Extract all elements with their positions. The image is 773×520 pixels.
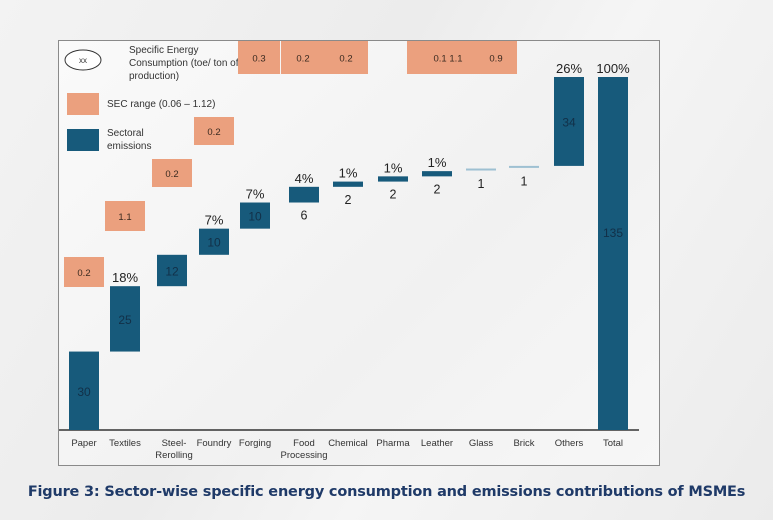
category-label-0: Paper — [71, 438, 96, 449]
category-label-1: Textiles — [109, 438, 141, 449]
sec-label-8: 0.9 — [489, 54, 502, 65]
legend-emission-line1: Sectoral — [107, 128, 144, 139]
legend-sec-range: SEC range (0.06 – 1.12) — [107, 99, 215, 110]
legend-sec-title-line1: Specific Energy — [129, 45, 198, 56]
value-label-3: 10 — [207, 236, 221, 250]
category-label-10: Brick — [513, 438, 534, 449]
share-label-12: 100% — [596, 61, 630, 76]
share-label-1: 18% — [112, 270, 138, 285]
figure-caption: Figure 3: Sector-wise specific energy co… — [27, 484, 746, 500]
sec-label-5: 0.2 — [296, 54, 309, 65]
category-label-7: Pharma — [376, 438, 410, 449]
chart-frame: xx Specific Energy Consumption (toe/ ton… — [58, 40, 660, 466]
waterfall-chart: xx Specific Energy Consumption (toe/ ton… — [59, 41, 639, 461]
emission-bar-10 — [509, 165, 539, 168]
value-label-9: 1 — [478, 177, 485, 191]
legend-ellipse-icon — [64, 49, 102, 71]
legend-sec-title-line2: Consumption (toe/ ton of — [129, 58, 239, 69]
legend-ellipse-label: xx — [79, 56, 87, 65]
sec-box-3 — [194, 117, 234, 145]
share-label-5: 4% — [295, 171, 314, 186]
sec-label-7: 0.1 1.1 — [433, 54, 462, 65]
emission-bar-11 — [554, 77, 584, 166]
category-label-6: Chemical — [328, 438, 368, 449]
emission-bar-9 — [466, 168, 496, 171]
category-label-12: Total — [603, 438, 623, 449]
share-label-7: 1% — [384, 160, 403, 175]
value-label-1: 25 — [118, 313, 132, 327]
emission-bar-7 — [378, 176, 408, 182]
value-label-8: 2 — [434, 182, 441, 196]
emission-bar-3 — [199, 228, 229, 255]
legend-sec-title-line3: production) — [129, 71, 179, 82]
sec-box-5 — [281, 41, 325, 74]
value-label-7: 2 — [390, 188, 397, 202]
value-label-10: 1 — [521, 175, 528, 189]
legend: xx Specific Energy Consumption (toe/ ton… — [64, 45, 239, 152]
value-label-6: 2 — [345, 193, 352, 207]
emission-bar-4 — [240, 202, 270, 229]
sec-box-6 — [324, 41, 368, 74]
category-label-4: Forging — [239, 438, 271, 449]
sec-box-1 — [105, 201, 145, 231]
value-label-2: 12 — [165, 264, 179, 278]
value-label-0: 30 — [77, 385, 91, 399]
legend-emission-line2: emissions — [107, 141, 151, 152]
emission-bar-0 — [69, 351, 99, 430]
share-label-11: 26% — [556, 61, 582, 76]
emission-bar-1 — [110, 286, 140, 352]
category-label-2-2: Rerolling — [155, 450, 193, 461]
emission-bar-6 — [333, 181, 363, 187]
value-label-5: 6 — [301, 209, 308, 223]
category-label-9: Glass — [469, 438, 494, 449]
sec-box-4 — [238, 41, 280, 74]
emission-bar-5 — [289, 186, 319, 203]
legend-emission-swatch — [67, 129, 99, 151]
emission-bar-8 — [422, 171, 452, 177]
sec-box-2 — [152, 159, 192, 187]
share-label-8: 1% — [428, 155, 447, 170]
share-label-3: 7% — [205, 213, 224, 228]
category-label-5: Food — [293, 438, 315, 449]
share-label-6: 1% — [339, 166, 358, 181]
emission-bar-2 — [157, 254, 187, 287]
sec-label-6: 0.2 — [339, 54, 352, 65]
sec-box-0 — [64, 257, 104, 287]
sec-box-8 — [475, 41, 517, 74]
sec-label-4: 0.3 — [252, 54, 265, 65]
value-label-11: 34 — [562, 115, 576, 129]
sec-label-0: 0.2 — [77, 268, 90, 279]
share-label-4: 7% — [246, 187, 265, 202]
sec-label-1: 1.1 — [118, 212, 131, 223]
category-label-11: Others — [555, 438, 584, 449]
emission-bar-12 — [598, 77, 628, 430]
sec-label-2: 0.2 — [165, 169, 178, 180]
value-label-4: 10 — [248, 210, 262, 224]
value-label-12: 135 — [603, 226, 623, 240]
category-label-3: Foundry — [197, 438, 232, 449]
category-label-8: Leather — [421, 438, 453, 449]
category-label-5-2: Processing — [281, 450, 328, 461]
legend-sec-swatch — [67, 93, 99, 115]
sec-label-3: 0.2 — [207, 127, 220, 138]
category-label-2: Steel- — [162, 438, 187, 449]
